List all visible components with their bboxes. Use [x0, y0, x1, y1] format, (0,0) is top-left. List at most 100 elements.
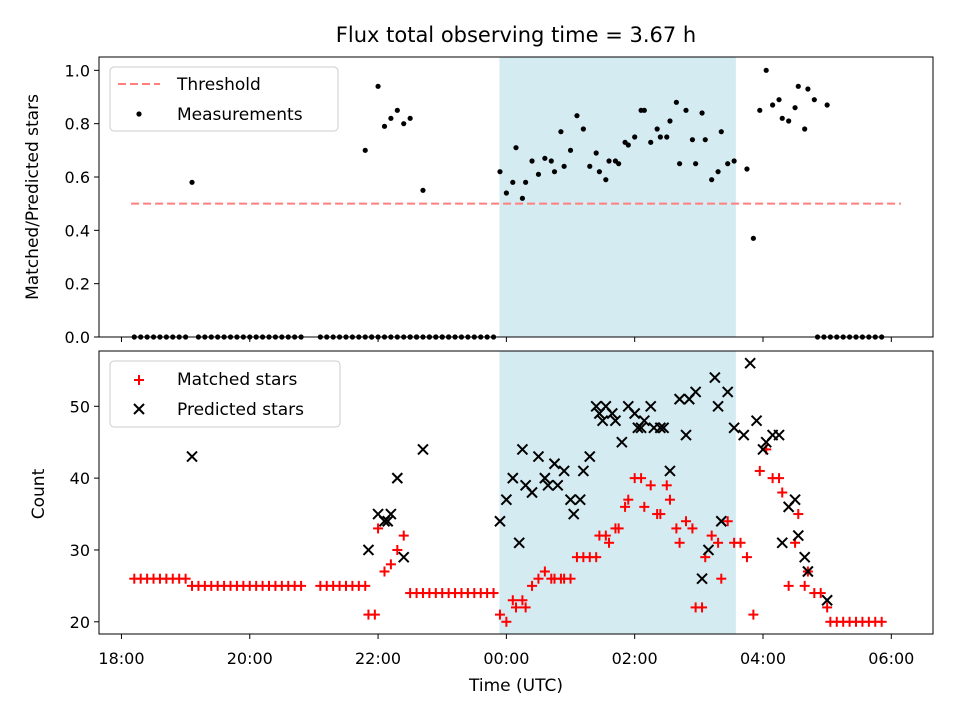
- measurement-point: [699, 110, 705, 116]
- predicted-point: [564, 493, 577, 506]
- measurement-point: [510, 179, 516, 185]
- y-tick-label: 0.8: [65, 115, 90, 134]
- legend-matched-swatch: [134, 375, 144, 385]
- measurement-point: [693, 161, 699, 167]
- measurement-point: [535, 171, 542, 177]
- measurement-point: [529, 158, 535, 164]
- predicted-point: [802, 565, 814, 578]
- matched-point: [539, 566, 550, 577]
- legend-plus-marker: [134, 375, 144, 385]
- measurement-point: [673, 99, 679, 105]
- legend-predicted-label: Predicted stars: [177, 400, 304, 420]
- measurement-point: [750, 235, 756, 241]
- bottom-x-axis: 18:00 20:00 22:00 00:00 02:00 04:00 06:00: [98, 634, 914, 668]
- matched-point: [774, 473, 785, 484]
- matched-point: [799, 580, 810, 591]
- measurement-point: [744, 166, 750, 172]
- matched-point: [604, 537, 615, 548]
- predicted-point: [548, 458, 561, 470]
- x-tick-label: 22:00: [355, 649, 401, 668]
- measurement-point: [763, 67, 769, 73]
- predicted-point: [539, 472, 551, 484]
- predicted-point: [532, 450, 545, 463]
- measurement-point: [503, 190, 509, 196]
- legend-matched-label: Matched stars: [177, 370, 297, 390]
- matched-point: [722, 516, 733, 527]
- measurement-point: [580, 126, 586, 132]
- measurement-point: [394, 107, 400, 113]
- matched-point: [373, 523, 384, 534]
- matched-point: [488, 588, 499, 599]
- matched-point: [533, 573, 544, 584]
- matched-point: [754, 465, 765, 476]
- predicted-point: [789, 493, 801, 506]
- measurement-point: [596, 169, 603, 175]
- predicted-point: [542, 479, 554, 492]
- measurement-point: [805, 86, 811, 92]
- measurement-point: [776, 97, 782, 103]
- predicted-point: [738, 429, 750, 441]
- matched-point: [783, 580, 794, 591]
- bottom-xlabel: Time (UTC): [468, 676, 563, 696]
- y-tick-label: 1.0: [65, 61, 90, 80]
- matched-point: [664, 494, 675, 505]
- measurement-point: [718, 129, 724, 135]
- measurement-point: [513, 145, 519, 151]
- matched-point: [639, 501, 650, 512]
- predicted-point: [798, 551, 811, 563]
- measurement-point: [709, 177, 715, 183]
- measurement-point: [606, 158, 612, 164]
- measurement-point: [616, 161, 622, 167]
- measurement-point: [625, 142, 631, 148]
- predicted-point: [616, 436, 628, 448]
- predicted-point: [417, 443, 429, 456]
- predicted-point: [391, 472, 404, 484]
- measurement-point: [381, 123, 388, 129]
- matched-point: [876, 616, 887, 627]
- y-tick-label: 0.6: [65, 168, 90, 187]
- matched-point: [620, 501, 631, 512]
- matched-point: [636, 473, 647, 484]
- predicted-point: [628, 407, 641, 420]
- measurement-point: [702, 137, 708, 143]
- measurement-point: [786, 118, 792, 124]
- predicted-point: [500, 493, 513, 506]
- measurement-point: [567, 147, 574, 153]
- measurement-point: [648, 139, 654, 145]
- predicted-point: [590, 400, 602, 413]
- measurement-point: [715, 169, 721, 175]
- matched-point: [527, 580, 538, 591]
- predicted-point: [821, 594, 833, 606]
- measurement-point: [401, 121, 407, 127]
- measurement-point: [824, 102, 830, 108]
- predicted-point: [362, 544, 375, 556]
- y-tick-label: 30: [70, 541, 90, 560]
- predicted-point: [776, 537, 788, 549]
- matched-point: [713, 537, 724, 548]
- legend-measurement-swatch: [136, 111, 142, 117]
- bottom-ylabel: Count: [29, 468, 49, 519]
- predicted-point: [722, 386, 734, 398]
- predicted-point: [398, 551, 410, 563]
- top-y-axis: 0.0 0.2 0.4 0.6 0.8 1.0: [65, 61, 99, 347]
- predicted-point: [574, 493, 586, 506]
- matched-point: [697, 602, 708, 613]
- matched-point: [716, 573, 727, 584]
- matched-point: [180, 573, 191, 584]
- measurement-point: [407, 115, 413, 121]
- predicted-point: [516, 443, 529, 456]
- predicted-point: [757, 443, 769, 456]
- measurement-point: [587, 163, 593, 169]
- top-ylabel: Matched/Predicted stars: [23, 94, 43, 300]
- matched-point: [822, 602, 833, 613]
- measurement-point: [519, 195, 526, 201]
- y-tick-label: 0.2: [65, 275, 90, 294]
- predicted-point: [635, 422, 647, 434]
- matched-point: [655, 509, 666, 520]
- bottom-y-axis: 20 30 40 50: [70, 397, 99, 632]
- predicted-point: [709, 371, 721, 384]
- measurement-point: [420, 187, 426, 193]
- predicted-point: [664, 465, 676, 477]
- predicted-point: [654, 422, 667, 434]
- measurement-point: [811, 97, 817, 103]
